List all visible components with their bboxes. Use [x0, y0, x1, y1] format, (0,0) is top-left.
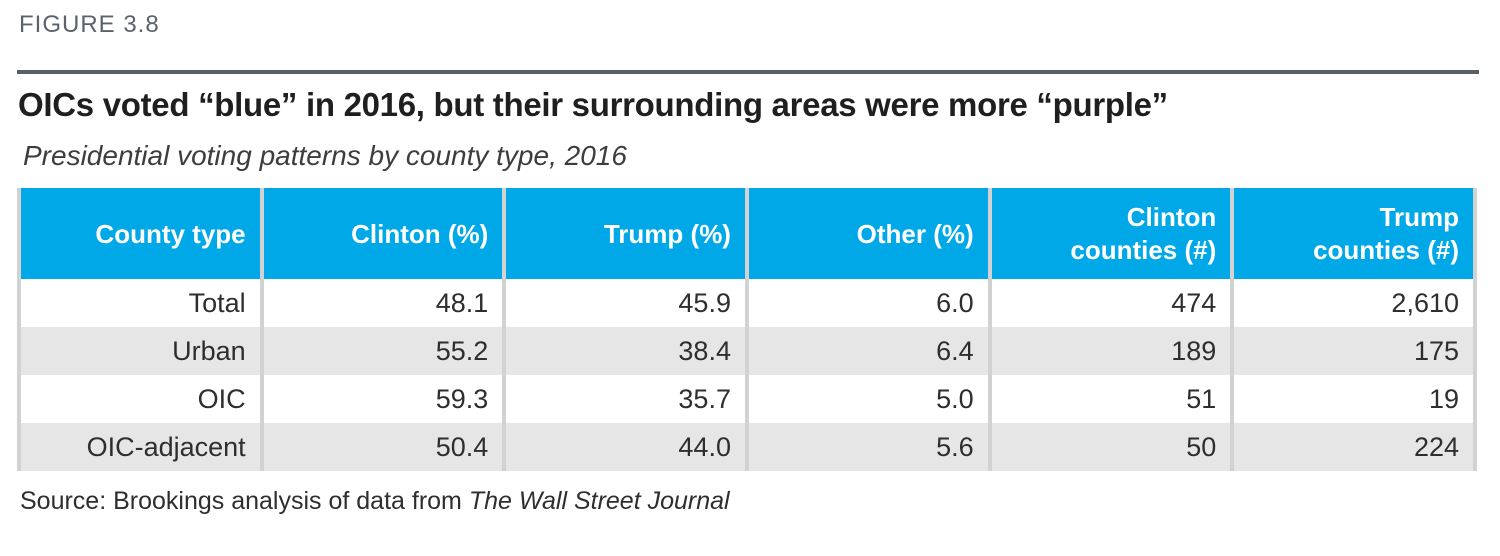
table-cell: 189 — [987, 327, 1233, 376]
divider-rule — [17, 70, 1479, 75]
table-cell: 59.3 — [259, 375, 505, 424]
table-cell: 38.4 — [502, 327, 747, 376]
table-row-oic-adjacent: OIC-adjacent 50.4 44.0 5.6 50 224 — [17, 423, 1477, 472]
table-cell: 35.7 — [502, 375, 747, 424]
table-cell: 6.4 — [744, 327, 990, 376]
column-header-trump-pct: Trump (%) — [502, 188, 747, 280]
table-cell: 50.4 — [259, 423, 505, 472]
column-header-clinton-pct: Clinton (%) — [259, 188, 505, 280]
table-cell: Total — [17, 279, 262, 328]
table-cell: 474 — [987, 279, 1233, 328]
table-row-oic: OIC 59.3 35.7 5.0 51 19 — [17, 375, 1477, 424]
table-cell: 5.6 — [744, 423, 990, 472]
table-cell: 2,610 — [1230, 279, 1477, 328]
table-cell: 50 — [987, 423, 1233, 472]
source-note: Source: Brookings analysis of data from … — [17, 486, 1480, 516]
table-cell: 224 — [1230, 423, 1477, 472]
table-cell: 6.0 — [744, 279, 990, 328]
table-cell: 44.0 — [502, 423, 747, 472]
voting-table: County type Clinton (%) Trump (%) Other … — [17, 188, 1477, 472]
table-row-total: Total 48.1 45.9 6.0 474 2,610 — [17, 279, 1477, 328]
source-publication: The Wall Street Journal — [468, 487, 730, 516]
table-cell: 45.9 — [502, 279, 747, 328]
table-row-urban: Urban 55.2 38.4 6.4 189 175 — [17, 327, 1477, 376]
source-text: Source: Brookings analysis of data from — [20, 487, 469, 516]
figure-title: OICs voted “blue” in 2016, but their sur… — [18, 86, 1168, 124]
table-cell: OIC — [17, 375, 262, 424]
figure-label: FIGURE 3.8 — [19, 11, 160, 38]
column-header-clinton-counties: Clinton counties (#) — [987, 188, 1233, 280]
table-cell: 19 — [1230, 375, 1477, 424]
table-cell: 5.0 — [744, 375, 990, 424]
table-cell: 51 — [987, 375, 1233, 424]
table-header-row: County type Clinton (%) Trump (%) Other … — [17, 188, 1477, 280]
table-cell: OIC-adjacent — [17, 423, 262, 472]
column-header-other-pct: Other (%) — [744, 188, 990, 280]
table-cell: 48.1 — [259, 279, 505, 328]
figure-subtitle: Presidential voting patterns by county t… — [23, 139, 627, 171]
table-cell: 175 — [1230, 327, 1477, 376]
column-header-county-type: County type — [17, 188, 262, 280]
table-cell: Urban — [17, 327, 262, 376]
table-cell: 55.2 — [259, 327, 505, 376]
figure-3-8: FIGURE 3.8 OICs voted “blue” in 2016, bu… — [17, 11, 1480, 516]
column-header-trump-counties: Trump counties (#) — [1230, 188, 1477, 280]
